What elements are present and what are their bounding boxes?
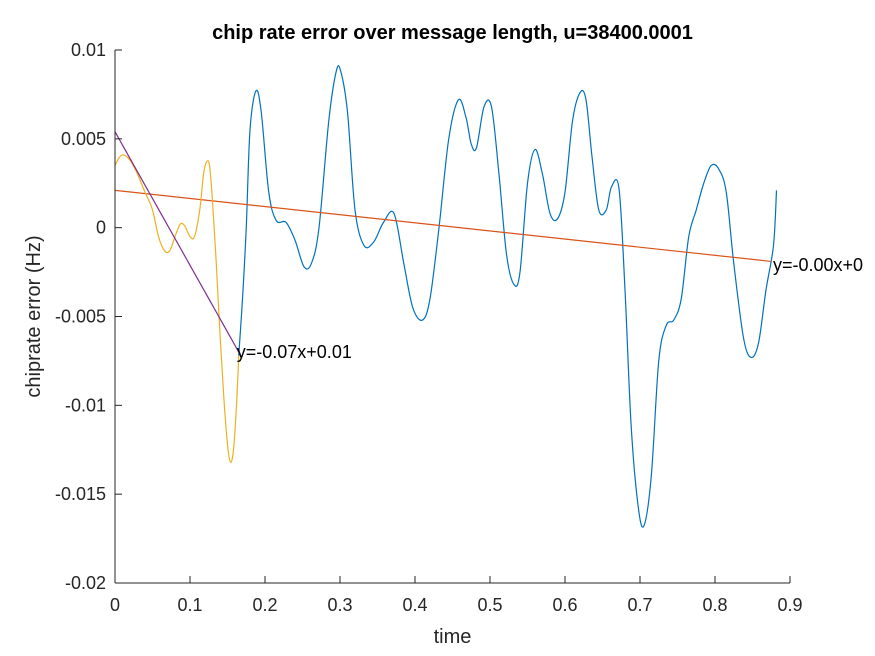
y-tick-label: -0.005 [55,307,106,327]
x-axis-ticks: 0 0.1 0.2 0.3 0.4 0.5 0.6 0.7 0.8 0.9 [110,576,803,615]
fit-annotation-1: y=-0.07x+0.01 [237,342,352,362]
y-tick-label: -0.015 [55,484,106,504]
x-tick-label: 0.4 [402,595,427,615]
fit-annotation-2: y=-0.00x+0 [773,255,863,275]
y-axis-label: chiprate error (Hz) [23,235,45,397]
y-tick-label: 0 [96,218,106,238]
annotation-layer: y=-0.07x+0.01 y=-0.00x+0 [237,255,863,362]
y-tick-label: -0.01 [65,395,106,415]
x-tick-label: 0.6 [552,595,577,615]
x-tick-label: 0.7 [627,595,652,615]
chart-title: chip rate error over message length, u=3… [212,22,693,44]
x-tick-label: 0.8 [702,595,727,615]
x-tick-label: 0.5 [477,595,502,615]
x-tick-label: 0.2 [252,595,277,615]
series-layer [114,65,778,528]
x-tick-label: 0.3 [327,595,352,615]
series-line-4 [114,131,240,353]
x-axis-label: time [434,626,472,648]
x-tick-label: 0.9 [777,595,802,615]
y-axis-ticks: -0.02 -0.015 -0.01 -0.005 0 0.005 0.01 [55,40,122,593]
y-tick-label: 0.005 [61,129,106,149]
series-line-2 [114,189,772,263]
series-line-1 [238,65,778,528]
plot-area [115,50,790,583]
y-tick-label: -0.02 [65,573,106,593]
x-tick-label: 0.1 [177,595,202,615]
series-line-3 [114,154,240,463]
x-tick-label: 0 [110,595,120,615]
y-tick-label: 0.01 [71,40,106,60]
